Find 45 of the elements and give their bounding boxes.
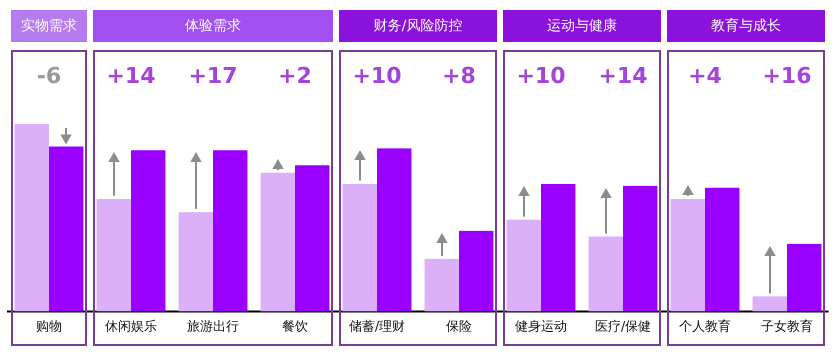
text: 体验需求 <box>93 10 333 42</box>
text: +4 <box>687 64 723 89</box>
bar <box>131 150 166 312</box>
text: 运动与健康 <box>503 10 661 42</box>
text: 财务/风险防控 <box>339 10 497 42</box>
x-tick-label: 休闲娱乐 <box>105 320 157 335</box>
x-tick-label: 健身运动 <box>515 320 567 335</box>
bar <box>459 230 494 312</box>
text: +16 <box>761 64 813 89</box>
bar <box>260 172 295 312</box>
x-tick-label: 保险 <box>446 320 472 335</box>
bar <box>14 124 49 312</box>
text: 教育与成长 <box>667 10 825 42</box>
text: +10 <box>515 64 567 89</box>
x-tick-label: 购物 <box>36 320 62 335</box>
x-tick-label: 子女教育 <box>761 318 813 335</box>
text: +17 <box>187 64 239 89</box>
bar <box>178 212 213 312</box>
bar <box>377 148 412 312</box>
bar <box>213 150 248 312</box>
bar <box>49 146 84 312</box>
bar <box>623 186 658 312</box>
text: 实物需求 <box>11 10 87 42</box>
bar <box>295 165 330 312</box>
x-tick-label: 医疗/保健 <box>594 320 652 335</box>
bar <box>670 198 705 312</box>
bar <box>705 188 740 312</box>
text: -6 <box>36 64 62 89</box>
text: +10 <box>351 64 403 89</box>
bar <box>588 236 623 312</box>
text: +2 <box>277 64 313 89</box>
text: +8 <box>441 64 477 89</box>
x-tick-label: 旅游出行 <box>187 320 239 335</box>
bar <box>342 184 377 312</box>
bar <box>787 244 822 312</box>
bar <box>506 220 541 312</box>
text: +14 <box>597 64 649 89</box>
x-tick-label: 储蓄/理财 <box>348 320 406 335</box>
x-tick-label: 个人教育 <box>679 318 731 335</box>
text: +14 <box>105 64 157 89</box>
x-tick-label: 餐饮 <box>282 320 308 335</box>
bar <box>541 184 576 312</box>
bar <box>96 198 131 312</box>
bar <box>424 258 459 312</box>
bar <box>752 296 787 312</box>
